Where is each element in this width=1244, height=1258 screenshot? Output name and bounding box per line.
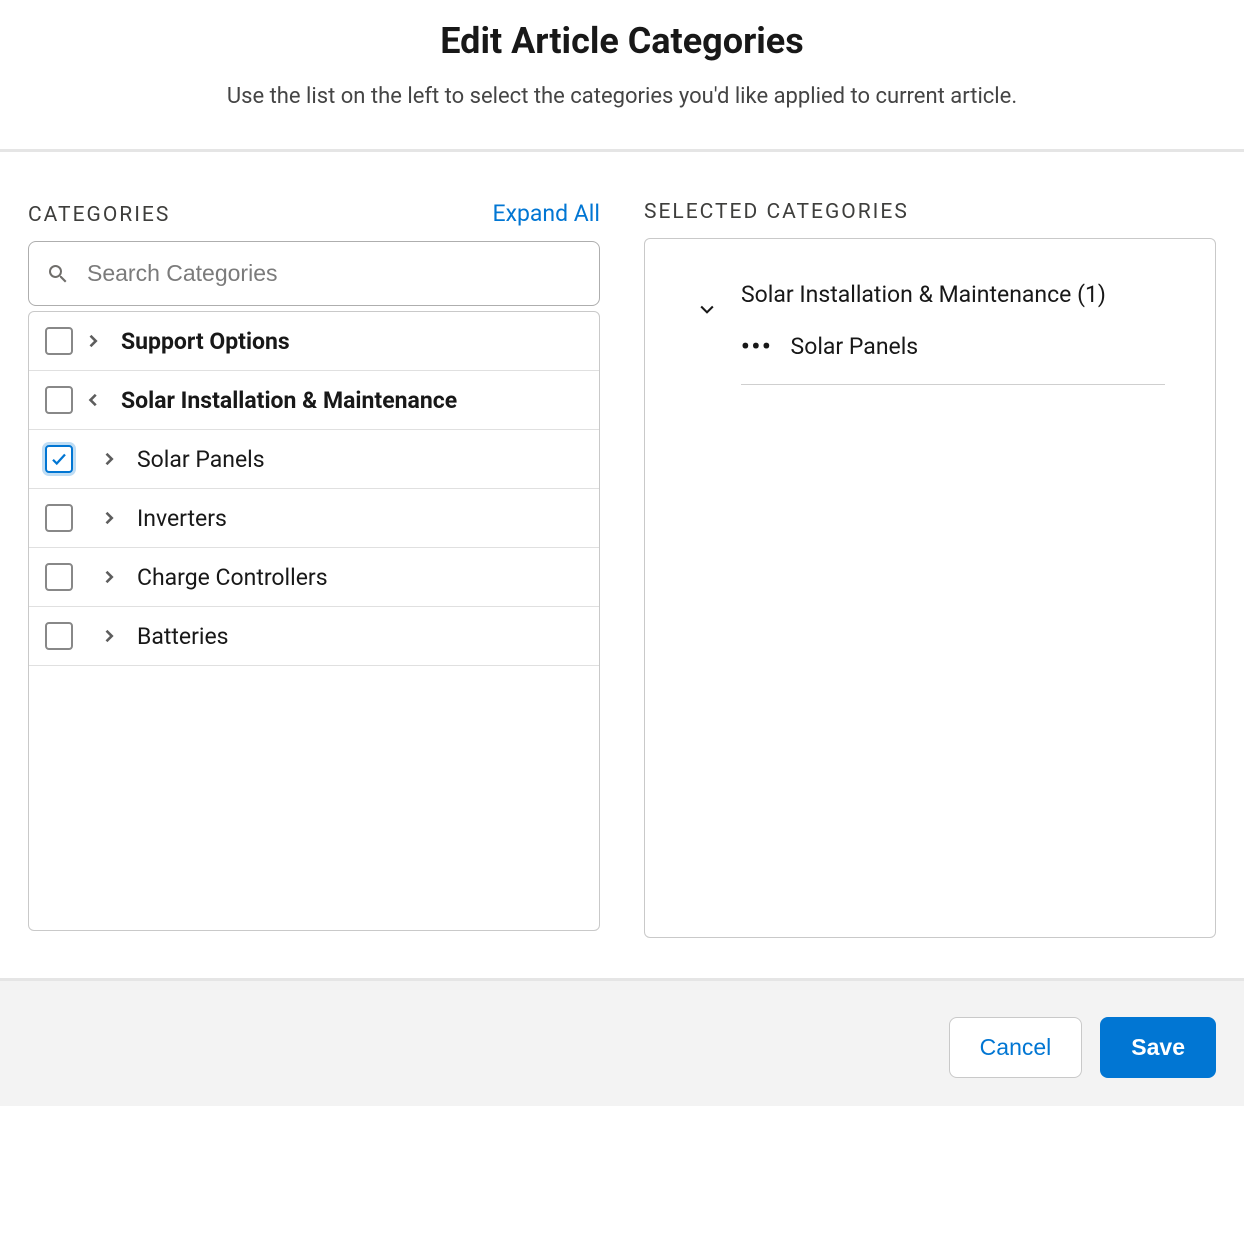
- chevron-left-icon: [87, 393, 101, 407]
- selected-child-row: ••• Solar Panels: [741, 333, 1165, 360]
- expand-toggle[interactable]: [101, 450, 119, 468]
- expand-toggle[interactable]: [85, 391, 103, 409]
- categories-header: CATEGORIES Expand All: [28, 200, 600, 227]
- selected-group-label: Solar Installation & Maintenance: [741, 281, 1071, 308]
- expand-toggle[interactable]: [101, 627, 119, 645]
- chevron-right-icon: [103, 570, 117, 584]
- more-icon[interactable]: •••: [741, 333, 773, 360]
- category-checkbox[interactable]: [45, 622, 73, 650]
- category-label: Support Options: [121, 328, 290, 355]
- selected-header: SELECTED CATEGORIES: [644, 200, 1216, 224]
- category-label: Solar Panels: [137, 446, 265, 473]
- search-categories-input[interactable]: [28, 241, 600, 306]
- chevron-right-icon: [103, 629, 117, 643]
- category-checkbox[interactable]: [45, 386, 73, 414]
- category-row[interactable]: Support Options: [29, 312, 599, 371]
- category-row[interactable]: Charge Controllers: [29, 548, 599, 607]
- category-row[interactable]: Solar Installation & Maintenance: [29, 371, 599, 430]
- expand-toggle[interactable]: [101, 509, 119, 527]
- search-icon: [46, 262, 70, 286]
- selected-categories-panel: Solar Installation & Maintenance (1) •••…: [644, 238, 1216, 938]
- category-label: Solar Installation & Maintenance: [121, 387, 457, 414]
- save-button[interactable]: Save: [1100, 1017, 1216, 1078]
- selected-child-label: Solar Panels: [791, 333, 919, 360]
- cancel-button[interactable]: Cancel: [949, 1017, 1083, 1078]
- category-checkbox[interactable]: [45, 445, 73, 473]
- chevron-right-icon: [87, 334, 101, 348]
- page-subtitle: Use the list on the left to select the c…: [20, 84, 1224, 109]
- chevron-right-icon: [103, 511, 117, 525]
- chevron-down-icon: [697, 299, 717, 319]
- category-label: Charge Controllers: [137, 564, 328, 591]
- expand-toggle[interactable]: [85, 332, 103, 350]
- category-label: Batteries: [137, 623, 229, 650]
- expand-toggle[interactable]: [101, 568, 119, 586]
- category-row[interactable]: Solar Panels: [29, 430, 599, 489]
- category-row[interactable]: Batteries: [29, 607, 599, 666]
- expand-all-link[interactable]: Expand All: [493, 200, 600, 227]
- search-wrap: [28, 241, 600, 306]
- dialog-content: CATEGORIES Expand All Support Options Sol…: [0, 152, 1244, 978]
- dialog-footer: Cancel Save: [0, 978, 1244, 1106]
- dialog-header: Edit Article Categories Use the list on …: [0, 0, 1244, 152]
- selected-group-body: Solar Installation & Maintenance (1) •••…: [741, 277, 1165, 385]
- selected-column: SELECTED CATEGORIES Solar Installation &…: [644, 200, 1216, 938]
- selected-group: Solar Installation & Maintenance (1) •••…: [695, 277, 1165, 385]
- categories-column: CATEGORIES Expand All Support Options Sol…: [28, 200, 600, 938]
- categories-title: CATEGORIES: [28, 203, 170, 227]
- selected-title: SELECTED CATEGORIES: [644, 200, 909, 224]
- category-label: Inverters: [137, 505, 227, 532]
- categories-tree[interactable]: Support Options Solar Installation & Main…: [28, 311, 600, 931]
- page-title: Edit Article Categories: [20, 20, 1224, 62]
- category-row[interactable]: Inverters: [29, 489, 599, 548]
- collapse-group-button[interactable]: [695, 297, 719, 321]
- category-checkbox[interactable]: [45, 504, 73, 532]
- category-checkbox[interactable]: [45, 563, 73, 591]
- chevron-right-icon: [103, 452, 117, 466]
- selected-group-count: (1): [1077, 281, 1106, 308]
- selected-group-title: Solar Installation & Maintenance (1): [741, 277, 1165, 313]
- category-checkbox[interactable]: [45, 327, 73, 355]
